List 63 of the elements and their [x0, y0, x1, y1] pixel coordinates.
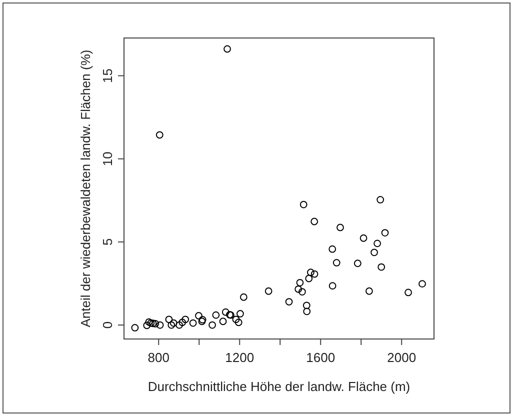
point — [195, 312, 202, 320]
point — [143, 322, 151, 330]
point — [378, 263, 386, 271]
point — [224, 45, 231, 53]
point — [310, 218, 318, 226]
point — [152, 320, 160, 328]
point — [234, 318, 242, 326]
point — [306, 268, 314, 276]
point — [156, 131, 164, 139]
point — [198, 316, 206, 324]
y-tick-label: 10 — [100, 152, 115, 166]
point — [198, 318, 206, 326]
point — [374, 240, 382, 248]
point — [208, 321, 216, 329]
point — [296, 278, 304, 286]
point — [300, 200, 308, 208]
point — [303, 308, 311, 316]
point — [178, 318, 186, 326]
point — [332, 259, 340, 266]
point — [240, 293, 248, 301]
y-axis-title: Anteil der wiederbewaldeten landw. Flächen (%) — [78, 50, 93, 328]
point — [168, 321, 176, 329]
point — [189, 319, 197, 327]
point — [165, 316, 173, 324]
point — [131, 324, 139, 332]
point — [147, 319, 155, 327]
point — [285, 298, 293, 306]
point — [182, 316, 190, 324]
point — [264, 287, 272, 295]
point — [212, 311, 220, 319]
point — [376, 196, 384, 204]
point — [381, 229, 389, 236]
point — [145, 318, 153, 326]
point — [336, 224, 344, 232]
point — [366, 287, 373, 295]
point — [305, 274, 313, 282]
point — [302, 302, 310, 310]
point — [236, 310, 244, 318]
point — [294, 285, 302, 293]
point — [360, 234, 368, 242]
point — [328, 282, 336, 290]
y-tick-label: 5 — [100, 238, 115, 246]
x-tick-label: 2000 — [387, 350, 416, 365]
point — [156, 321, 164, 329]
x-tick-label: 800 — [148, 350, 170, 365]
point — [149, 320, 157, 328]
y-tick-label: 15 — [100, 68, 115, 83]
x-tick-label: 1600 — [306, 350, 336, 365]
point — [298, 288, 306, 296]
point — [170, 319, 178, 327]
point — [354, 260, 362, 268]
point — [418, 280, 426, 288]
point — [219, 318, 227, 326]
y-tick-label: 0 — [100, 321, 115, 329]
point — [370, 248, 378, 256]
point — [310, 270, 318, 278]
x-tick-label: 1200 — [225, 350, 254, 365]
point — [232, 316, 240, 324]
point — [176, 321, 183, 329]
x-axis-title: Durchschnittliche Höhe der landw. Fläche (m) — [148, 379, 410, 394]
point — [222, 308, 230, 316]
point — [404, 288, 412, 296]
point — [328, 245, 336, 253]
